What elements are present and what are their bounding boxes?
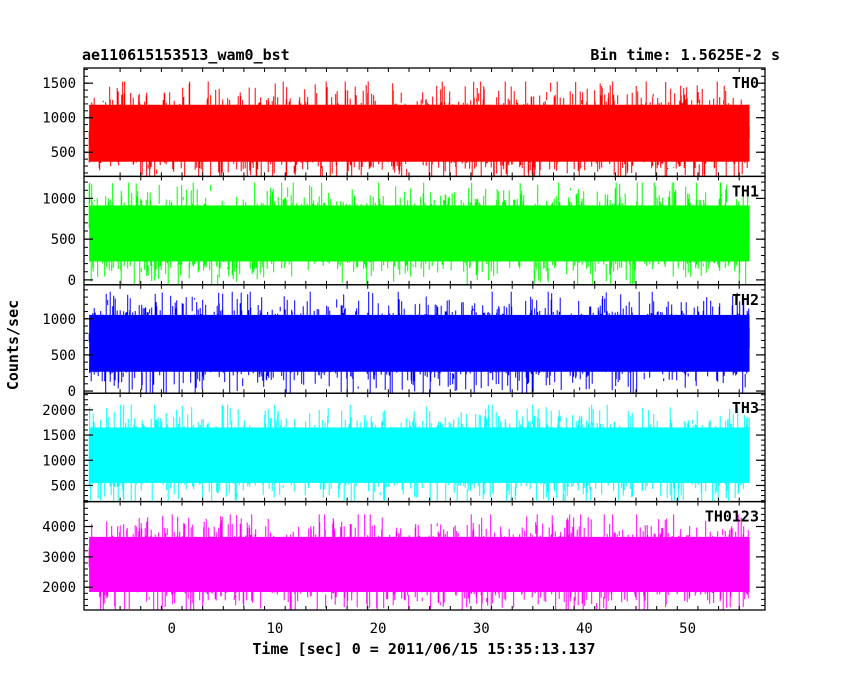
chart-title-left: ae110615153513_wam0_bst <box>82 46 290 64</box>
x-tick-label: 20 <box>370 621 387 637</box>
x-axis: 0 10 20 30 40 50 <box>167 621 696 637</box>
series-core-th1 <box>89 205 750 262</box>
series-core-th0 <box>89 104 750 162</box>
y-tick-label: 1500 <box>42 428 76 444</box>
y-tick-label: 1500 <box>42 76 76 92</box>
series-core-th3 <box>89 427 750 483</box>
y-tick-label: 500 <box>51 232 76 248</box>
y-tick-label: 500 <box>51 478 76 494</box>
panels-group: 500 1000 1500 TH0 0 500 1000 TH1 0 500 1000 TH2 500 1… <box>42 67 766 611</box>
panel-label: TH0123 <box>705 508 759 526</box>
x-tick-label: 50 <box>679 621 696 637</box>
y-tick-label: 1000 <box>42 111 76 127</box>
y-tick-label: 1000 <box>42 453 76 469</box>
y-tick-label: 1000 <box>42 312 76 328</box>
y-axis-label: Counts/sec <box>4 300 22 390</box>
panel-th3: 500 1000 1500 2000 TH3 <box>42 392 766 503</box>
y-tick-label: 500 <box>51 348 76 364</box>
panel-label: TH3 <box>732 399 759 417</box>
panel-label: TH0 <box>732 74 759 92</box>
y-tick-label: 2000 <box>42 403 76 419</box>
x-tick-label: 40 <box>576 621 593 637</box>
y-tick-label: 2000 <box>42 580 76 596</box>
y-tick-label: 3000 <box>42 550 76 566</box>
y-tick-label: 500 <box>51 145 76 161</box>
panel-th0: 500 1000 1500 TH0 <box>42 67 766 178</box>
panel-label: TH2 <box>732 291 759 309</box>
x-tick-label: 30 <box>473 621 490 637</box>
y-tick-label: 0 <box>68 273 76 289</box>
panel-frame <box>83 500 766 611</box>
panel-th1: 0 500 1000 TH1 <box>42 175 766 289</box>
x-tick-label: 0 <box>167 621 175 637</box>
panel-th0123: 2000 3000 4000 TH0123 <box>42 500 766 611</box>
panel-label: TH1 <box>732 182 759 200</box>
y-tick-label: 1000 <box>42 191 76 207</box>
series-core-th0123 <box>89 536 750 593</box>
y-tick-label: 0 <box>68 384 76 400</box>
y-tick-label: 4000 <box>42 519 76 535</box>
chart-title-right: Bin time: 1.5625E-2 s <box>590 46 780 64</box>
x-tick-label: 10 <box>266 621 283 637</box>
panel-th2: 0 500 1000 TH2 <box>42 284 766 400</box>
series-core-th2 <box>89 314 750 372</box>
x-axis-label: Time [sec] 0 = 2011/06/15 15:35:13.137 <box>252 640 595 658</box>
